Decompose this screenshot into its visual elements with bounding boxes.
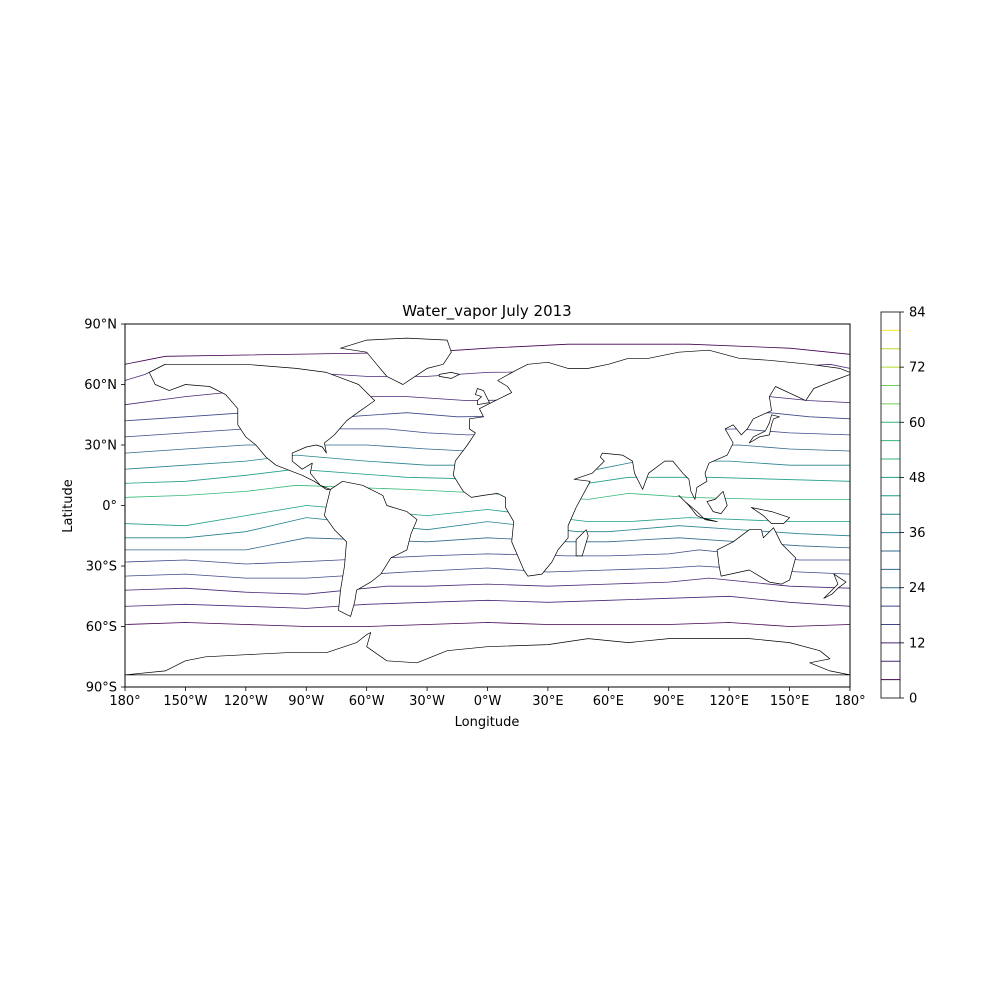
y-axis: 90°N 60°N 30°N 0° 30°S 60°S 90°S (84, 318, 125, 696)
y-axis-label: Latitude (61, 479, 76, 533)
contour-line-5 (125, 537, 851, 551)
x-axis-label: Longitude (455, 715, 520, 730)
colorbar-tick-label: 24 (909, 581, 926, 596)
colorbar-tick-label: 12 (909, 636, 926, 651)
y-tick-label: 0° (102, 499, 117, 514)
contour-line-11 (124, 444, 851, 454)
coastline-africa-eurasia (452, 349, 851, 577)
x-tick-label: 90°E (653, 694, 684, 709)
x-tick-label: 0°W (474, 694, 502, 709)
contour-line-1 (124, 595, 851, 609)
x-tick-label: 120°E (709, 694, 749, 709)
colorbar-tick-label: 72 (909, 361, 926, 376)
contour-line-13 (124, 412, 851, 422)
y-tick-label: 30°N (84, 439, 117, 454)
chart-title: Water_vapor July 2013 (402, 302, 571, 321)
coastline-new-zealand (823, 573, 847, 599)
contour-line-12 (124, 428, 851, 438)
coastline-australia (716, 527, 796, 585)
coastline-borneo (706, 491, 728, 514)
colorbar-tick-label: 48 (909, 471, 926, 486)
map-layer (124, 323, 851, 688)
colorbar: 0 12 24 36 48 60 72 84 (880, 306, 926, 707)
contour-line-2 (124, 577, 851, 595)
y-tick-label: 90°S (86, 681, 117, 696)
contour-line-6 (125, 517, 851, 539)
x-axis: 180° 150°W 120°W 90°W 60°W 30°W 0°W 30°E 60°E 90°… (109, 687, 866, 709)
colorbar-background (881, 312, 900, 698)
contour-line-16 (124, 343, 851, 365)
x-tick-label: 30°E (532, 694, 563, 709)
coastline-iceland (438, 372, 460, 379)
y-tick-label: 30°S (86, 560, 117, 575)
x-tick-label: 150°E (770, 694, 810, 709)
y-tick-label: 60°S (86, 620, 117, 635)
x-tick-label: 90°W (288, 694, 324, 709)
colorbar-frame (880, 311, 901, 699)
colorbar-tick-label: 84 (909, 306, 926, 321)
contour-line-3 (124, 565, 851, 579)
coastline-north-america (148, 363, 376, 490)
y-tick-label: 60°N (84, 378, 117, 393)
coastline-greenland (340, 337, 452, 385)
coastline-japan (748, 414, 780, 444)
coastline-uk (475, 388, 490, 406)
y-tick-label: 90°N (84, 318, 117, 333)
x-tick-label: 180° (109, 694, 140, 709)
coastline-sumatra-java (678, 495, 718, 522)
coastline-antarctica (124, 632, 851, 676)
coastline-new-guinea (750, 507, 790, 524)
coastline-madagascar (575, 529, 589, 557)
coastline-south-america (324, 480, 418, 617)
contour-line-14 (124, 392, 851, 406)
colorbar-tick-label: 36 (909, 526, 926, 541)
x-tick-label: 150°W (163, 694, 207, 709)
colorbar-tick-label: 0 (909, 692, 917, 707)
x-tick-label: 120°W (224, 694, 268, 709)
contour-line-0 (124, 622, 851, 627)
x-tick-label: 60°W (349, 694, 385, 709)
contour-line-7 (124, 505, 850, 527)
colorbar-tick-label: 60 (909, 416, 926, 431)
x-tick-label: 60°E (593, 694, 624, 709)
x-tick-label: 30°W (409, 694, 445, 709)
x-tick-label: 180° (834, 694, 865, 709)
